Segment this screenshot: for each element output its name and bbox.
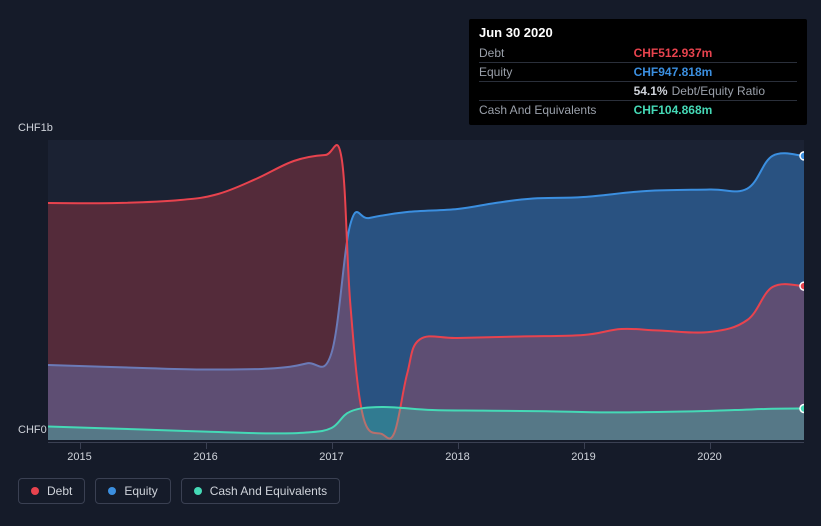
x-tick: [584, 443, 585, 449]
tooltip-table: DebtCHF512.937mEquityCHF947.818m54.1%Deb…: [479, 44, 797, 119]
tooltip-row-label: Equity: [479, 63, 634, 82]
x-tick-label: 2015: [67, 451, 91, 463]
tooltip-title: Jun 30 2020: [479, 25, 797, 40]
chart-container: [18, 140, 804, 440]
x-tick: [206, 443, 207, 449]
x-tick-label: 2018: [445, 451, 469, 463]
x-tick: [80, 443, 81, 449]
legend-label: Equity: [124, 484, 157, 498]
equity-end-marker: [800, 152, 804, 160]
tooltip-row-label: Cash And Equivalents: [479, 101, 634, 120]
x-tick-label: 2019: [571, 451, 595, 463]
legend-item-equity[interactable]: Equity: [95, 478, 170, 504]
tooltip-row-value: CHF104.868m: [634, 101, 797, 120]
tooltip-row-label: [479, 82, 634, 101]
debt-dot-icon: [31, 487, 39, 495]
legend: Debt Equity Cash And Equivalents: [18, 478, 340, 504]
cash-dot-icon: [194, 487, 202, 495]
debt-end-marker: [800, 282, 804, 290]
tooltip-row-value: CHF947.818m: [634, 63, 797, 82]
x-tick: [458, 443, 459, 449]
chart-plot[interactable]: [48, 140, 804, 440]
tooltip-row-value: CHF512.937m: [634, 44, 797, 63]
legend-label: Cash And Equivalents: [210, 484, 327, 498]
x-tick-label: 2017: [319, 451, 343, 463]
equity-dot-icon: [108, 487, 116, 495]
x-tick-label: 2016: [193, 451, 217, 463]
tooltip-row-label: Debt: [479, 44, 634, 63]
legend-label: Debt: [47, 484, 72, 498]
y-axis-label: CHF1b: [18, 122, 53, 134]
legend-item-debt[interactable]: Debt: [18, 478, 85, 504]
tooltip-row-value: 54.1%Debt/Equity Ratio: [634, 82, 797, 101]
x-tick: [332, 443, 333, 449]
legend-item-cash[interactable]: Cash And Equivalents: [181, 478, 340, 504]
x-axis: 2015 2016 2017 2018 2019 2020: [48, 442, 804, 472]
x-tick-label: 2020: [697, 451, 721, 463]
cash-end-marker: [800, 405, 804, 413]
chart-svg: [48, 140, 804, 440]
x-tick: [710, 443, 711, 449]
hover-tooltip: Jun 30 2020 DebtCHF512.937mEquityCHF947.…: [469, 19, 807, 125]
